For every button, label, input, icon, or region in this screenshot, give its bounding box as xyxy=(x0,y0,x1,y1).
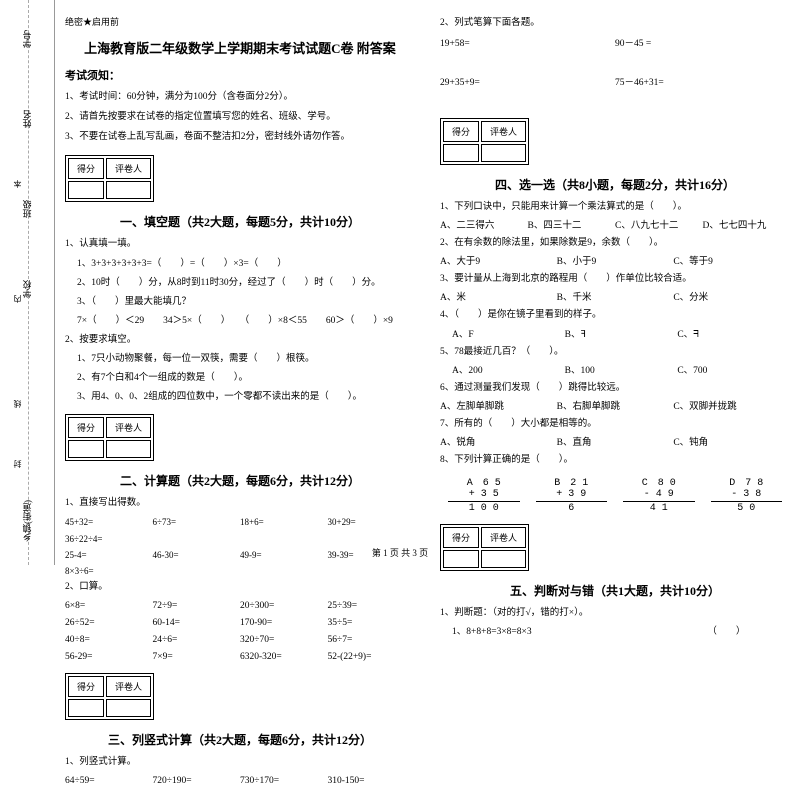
options: A、左脚单脚跳B、右脚单脚跳C、双脚并拢跳 xyxy=(440,399,790,416)
question: 1、直接写出得数。 xyxy=(65,495,415,512)
options: A、大于9B、小于9C、等于9 xyxy=(440,254,790,271)
question: 1、下列口诀中，只能用来计算一个乘法算式的是（ ）。 xyxy=(440,199,790,216)
section-heading: 五、判断对与错（共1大题，共计10分） xyxy=(440,582,790,599)
seal-marker: 封 xyxy=(12,460,23,468)
question: 2、列式笔算下面各题。 xyxy=(440,15,790,32)
calc-row: 29+35+9=75－46+31= xyxy=(440,73,790,94)
question: 1、认真填一填。 xyxy=(65,236,415,253)
calc-row: 56-29=7×9=6320-320=52-(22+9)= xyxy=(65,649,415,666)
sub-question: 1、7只小动物聚餐，每一位一双筷，需要（ ）根筷。 xyxy=(65,351,415,368)
seal-marker: 内 xyxy=(12,295,23,303)
question: 1、判断题：（对的打√，错的打×）。 xyxy=(440,605,790,622)
score-box: 得分评卷人 xyxy=(65,155,154,202)
question: 8、下列计算正确的是（ ）。 xyxy=(440,452,790,469)
calc-row: 45+32=6÷73=18+6=30+29=36÷22÷4= xyxy=(65,514,415,546)
question: 5、78最接近几百？（ ）。 xyxy=(440,344,790,361)
section-heading: 二、计算题（共2大题，每题6分，共计12分） xyxy=(65,472,415,489)
section-heading: 一、填空题（共2大题，每题5分，共计10分） xyxy=(65,213,415,230)
grader-cell: 评卷人 xyxy=(106,158,151,179)
vertical-calc-table: A 6 5+ 3 51 0 0 B 2 1+ 3 96 C 8 0- 4 94 … xyxy=(440,473,790,514)
gutter-label: 乡镇(街道) xyxy=(21,500,34,542)
options: A、锐角B、直角C、钝角 xyxy=(440,435,790,452)
score-cell: 得分 xyxy=(68,417,104,438)
calc-row: 6×8=72÷9=20÷300=25÷39= xyxy=(65,598,415,615)
sub-question: 3、（ ）里最大能填几？ xyxy=(65,294,415,311)
score-cell: 得分 xyxy=(68,158,104,179)
calc-row: 40÷8=24÷6=320÷70=56÷7= xyxy=(65,632,415,649)
left-column: 绝密★启用前 上海教育版二年级数学上学期期末考试试题C卷 附答案 考试须知： 1… xyxy=(65,15,415,565)
calc-row: 26÷52=60-14=170-90=35÷5= xyxy=(65,615,415,632)
binding-gutter: 学号 姓名 班级 学校 乡镇(街道) 本 内 线 封 xyxy=(0,0,55,565)
question: 6、通过测量我们发现（ ）跳得比较远。 xyxy=(440,380,790,397)
section-heading: 三、列竖式计算（共2大题，每题6分，共计12分） xyxy=(65,731,415,748)
secret-label: 绝密★启用前 xyxy=(65,15,415,28)
score-box: 得分评卷人 xyxy=(65,414,154,461)
question: 1、列竖式计算。 xyxy=(65,754,415,771)
gutter-label: 班级 xyxy=(21,200,34,218)
content-area: 绝密★启用前 上海教育版二年级数学上学期期末考试试题C卷 附答案 考试须知： 1… xyxy=(55,0,800,565)
grader-cell: 评卷人 xyxy=(481,121,526,142)
exam-title: 上海教育版二年级数学上学期期末考试试题C卷 附答案 xyxy=(65,38,415,57)
options: A、米B、千米C、分米 xyxy=(440,290,790,307)
gutter-label: 姓名 xyxy=(21,110,34,128)
calc-row: 64÷59=720÷190=730÷170=310-150= xyxy=(65,773,415,790)
question: 2、按要求填空。 xyxy=(65,332,415,349)
options: A、200B、100C、700 xyxy=(440,363,790,380)
calc-row: 19+58=90－45 = xyxy=(440,34,790,55)
gutter-label: 学号 xyxy=(21,30,34,48)
notice-heading: 考试须知： xyxy=(65,67,415,83)
question: 3、要计量从上海到北京的路程用（ ）作单位比较合适。 xyxy=(440,271,790,288)
seal-marker: 线 xyxy=(12,400,23,408)
seal-marker: 本 xyxy=(12,180,23,188)
sub-question: 2、有7个白和4个一组成的数是（ ）。 xyxy=(65,370,415,387)
options: A、二三得六B、四三十二C、八九七十二D、七七四十九 xyxy=(440,218,790,235)
grader-cell: 评卷人 xyxy=(106,417,151,438)
page-footer: 第 1 页 共 3 页 xyxy=(0,546,800,559)
score-box: 得分评卷人 xyxy=(65,673,154,720)
score-cell: 得分 xyxy=(68,676,104,697)
section-heading: 四、选一选（共8小题，每题2分，共计16分） xyxy=(440,176,790,193)
sub-question: 7×（ ）＜29 34＞5×（ ） （ ）×8＜55 60＞（ ）×9 xyxy=(65,313,415,330)
question: 2、口算。 xyxy=(65,579,415,596)
options: A、FB、ꟻC、ᖷ xyxy=(440,327,790,344)
sub-question: 1、8+8+8=3×8=8×3 （ ） xyxy=(440,624,790,641)
sub-question: 2、10时（ ）分，从8时到11时30分，经过了（ ）时（ ）分。 xyxy=(65,275,415,292)
notice-line: 2、请首先按要求在试卷的指定位置填写您的姓名、班级、学号。 xyxy=(65,109,415,125)
right-column: 2、列式笔算下面各题。 19+58=90－45 = 29+35+9=75－46+… xyxy=(440,15,790,565)
question: 4、（ ）是你在镜子里看到的样子。 xyxy=(440,307,790,324)
notice-line: 1、考试时间：60分钟，满分为100分（含卷面分2分）。 xyxy=(65,89,415,105)
notice-line: 3、不要在试卷上乱写乱画，卷面不整洁扣2分，密封线外请勿作答。 xyxy=(65,129,415,145)
grader-cell: 评卷人 xyxy=(106,676,151,697)
sub-question: 3、用4、0、0、2组成的四位数中，一个零都不读出来的是（ ）。 xyxy=(65,389,415,406)
sub-question: 1、3+3+3+3+3+3=（ ）=（ ）×3=（ ） xyxy=(65,256,415,273)
score-box: 得分评卷人 xyxy=(440,118,529,165)
question: 2、在有余数的除法里，如果除数是9，余数（ ）。 xyxy=(440,235,790,252)
question: 7、所有的（ ）大小都是相等的。 xyxy=(440,416,790,433)
score-cell: 得分 xyxy=(443,121,479,142)
